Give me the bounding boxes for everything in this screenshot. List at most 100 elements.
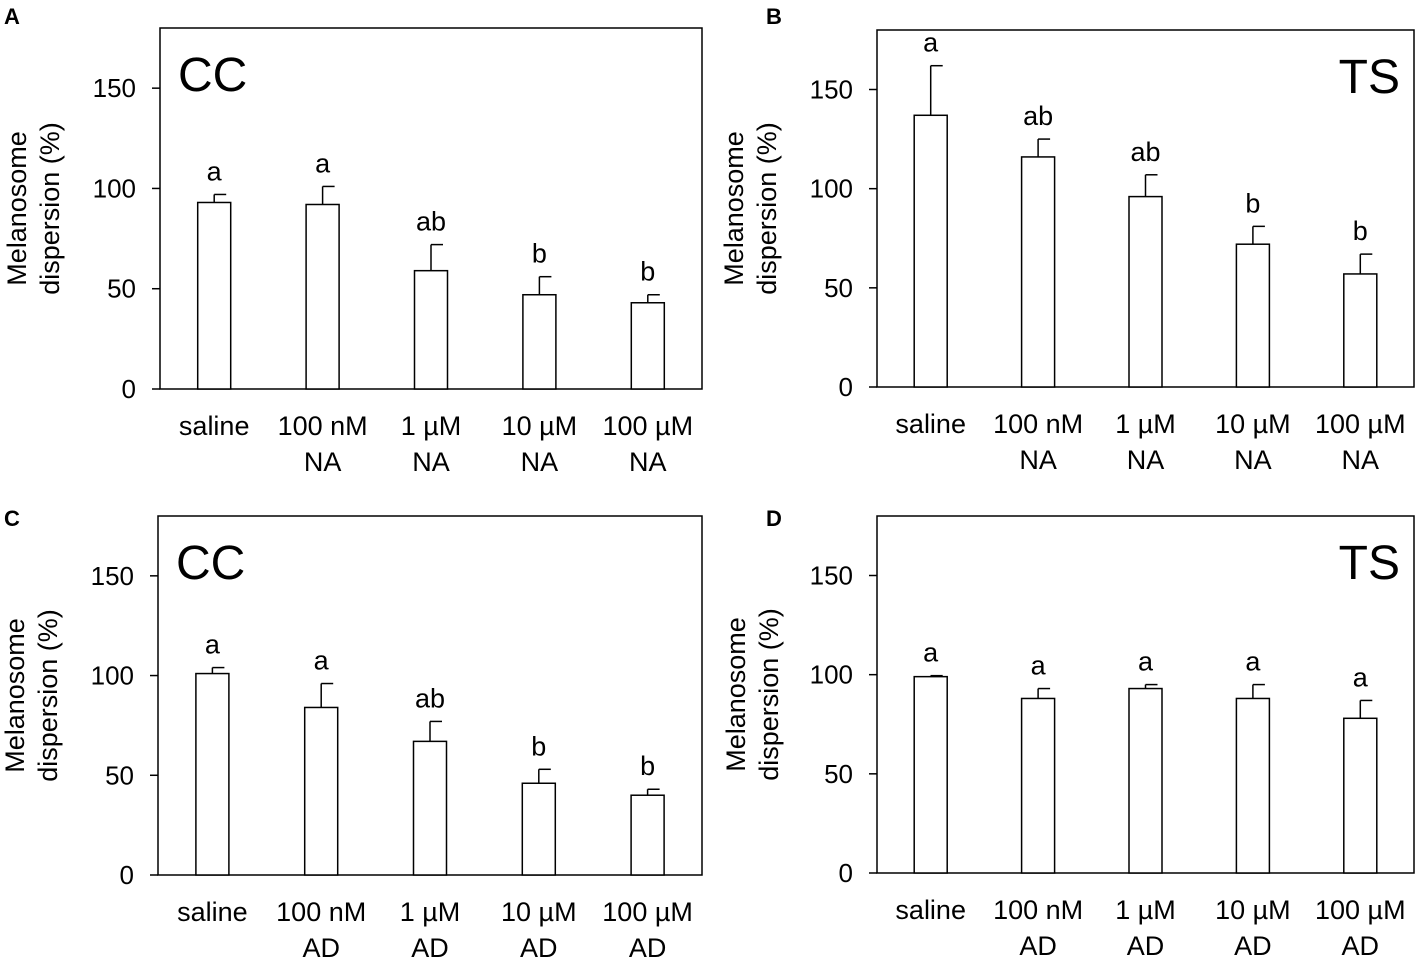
y-tick-label-d-100: 100 — [810, 660, 853, 690]
bar-c-1 — [303, 706, 339, 876]
significance-label-a-4: b — [640, 257, 655, 287]
chart-title-c: CC — [176, 537, 245, 590]
bar-d-1 — [1020, 697, 1056, 874]
x-category-label-b-4-1: NA — [1342, 445, 1380, 475]
x-category-label-b-3-0: 10 µM — [1215, 409, 1291, 439]
x-category-label-c-3-1: AD — [520, 933, 558, 960]
bar-a-1 — [305, 203, 340, 390]
y-axis-title-d: Melanosome dispersion (%) — [721, 608, 784, 781]
y-tick-label-c-100: 100 — [91, 661, 134, 691]
x-category-label-d-4-1: AD — [1342, 931, 1380, 960]
x-category-label-d-0-0: saline — [895, 895, 966, 925]
x-category-label-c-2-1: AD — [411, 933, 449, 960]
y-tick-label-c-150: 150 — [91, 561, 134, 591]
y-tick-label-b-150: 150 — [810, 75, 853, 105]
bar-a-2 — [413, 269, 449, 390]
y-axis-title-line-c-0: Melanosome — [0, 618, 30, 773]
significance-label-d-2: a — [1138, 647, 1154, 677]
bar-a-0 — [196, 201, 232, 390]
x-category-label-c-1-0: 100 nM — [276, 897, 366, 927]
bar-b-0 — [913, 114, 948, 388]
bar-a-4 — [630, 302, 666, 390]
x-category-label-c-2-0: 1 µM — [400, 897, 461, 927]
x-category-label-a-1-0: 100 nM — [278, 411, 368, 441]
x-category-label-a-2-0: 1 µM — [401, 411, 462, 441]
y-tick-label-b-100: 100 — [810, 174, 853, 204]
x-category-label-d-2-0: 1 µM — [1115, 895, 1176, 925]
bar-c-3 — [521, 782, 557, 876]
x-category-label-c-4-1: AD — [629, 933, 667, 960]
x-category-label-a-2-1: NA — [412, 447, 450, 477]
y-axis-title-line-b-1: dispersion (%) — [752, 122, 782, 295]
panel-letter-a: A — [4, 4, 20, 29]
panel-a: A 0 50 100 150 Melanosome dispersion (%) CC a sal… — [2, 4, 703, 477]
y-tick-label-d-150: 150 — [810, 561, 853, 591]
significance-label-b-2: ab — [1130, 137, 1160, 167]
bar-c-2 — [412, 740, 448, 876]
significance-label-c-0: a — [205, 630, 221, 660]
y-axis-title-line-b-0: Melanosome — [719, 131, 749, 286]
x-category-label-b-0-0: saline — [895, 409, 966, 439]
x-category-label-b-3-1: NA — [1234, 445, 1272, 475]
y-axis-title-line-d-1: dispersion (%) — [754, 608, 784, 781]
significance-label-b-4: b — [1353, 216, 1368, 246]
bar-b-1 — [1020, 156, 1056, 388]
significance-label-a-0: a — [207, 156, 223, 186]
x-category-label-c-1-1: AD — [302, 933, 340, 960]
x-category-label-d-1-0: 100 nM — [993, 895, 1083, 925]
x-category-label-b-1-0: 100 nM — [993, 409, 1083, 439]
bar-d-4 — [1343, 717, 1378, 874]
chart-title-a: CC — [178, 49, 247, 102]
significance-label-a-1: a — [315, 148, 331, 178]
x-category-label-a-0-0: saline — [179, 411, 250, 441]
x-category-label-c-4-0: 100 µM — [602, 897, 693, 927]
y-tick-label-d-0: 0 — [839, 858, 853, 888]
x-category-label-b-2-1: NA — [1127, 445, 1165, 475]
y-tick-label-b-50: 50 — [824, 273, 853, 303]
significance-label-d-3: a — [1245, 647, 1261, 677]
significance-label-c-2: ab — [415, 683, 445, 713]
x-category-label-c-0-0: saline — [177, 897, 248, 927]
significance-label-d-4: a — [1353, 662, 1369, 692]
y-axis-title-line-d-0: Melanosome — [721, 617, 751, 772]
y-axis-title-line-a-0: Melanosome — [2, 131, 32, 286]
y-tick-label-b-0: 0 — [839, 372, 853, 402]
chart-title-d: TS — [1339, 537, 1400, 590]
y-tick-label-a-100: 100 — [93, 173, 136, 203]
x-category-label-b-4-0: 100 µM — [1315, 409, 1406, 439]
x-category-label-b-2-0: 1 µM — [1115, 409, 1176, 439]
x-category-label-d-4-0: 100 µM — [1315, 895, 1406, 925]
y-tick-label-a-0: 0 — [122, 374, 136, 404]
y-axis-title-c: Melanosome dispersion (%) — [0, 609, 63, 782]
y-tick-label-a-150: 150 — [93, 73, 136, 103]
significance-label-d-1: a — [1031, 651, 1047, 681]
bar-a-3 — [522, 293, 557, 390]
x-category-label-b-1-1: NA — [1019, 445, 1057, 475]
y-tick-label-a-50: 50 — [107, 274, 136, 304]
significance-label-b-1: ab — [1023, 101, 1053, 131]
significance-label-b-3: b — [1245, 188, 1260, 218]
panel-letter-d: D — [766, 506, 782, 531]
panel-d: D 0 50 100 150 Melanosome dispersion (%) TS a sal… — [721, 506, 1415, 960]
x-category-label-d-2-1: AD — [1127, 931, 1165, 960]
panel-letter-c: C — [4, 506, 20, 531]
x-category-label-a-4-1: NA — [629, 447, 667, 477]
y-tick-label-c-50: 50 — [105, 760, 134, 790]
x-category-label-a-1-1: NA — [304, 447, 342, 477]
y-axis-title-line-c-1: dispersion (%) — [33, 609, 63, 782]
y-tick-label-c-0: 0 — [120, 860, 134, 890]
x-category-label-d-3-1: AD — [1234, 931, 1272, 960]
significance-label-c-1: a — [314, 646, 330, 676]
panel-c: C 0 50 100 150 Melanosome dispersion (%) CC a sal… — [0, 506, 703, 960]
panel-letter-b: B — [766, 4, 782, 29]
significance-label-c-4: b — [640, 751, 655, 781]
significance-label-c-3: b — [531, 731, 546, 761]
bar-b-4 — [1343, 273, 1378, 388]
x-category-label-a-4-0: 100 µM — [602, 411, 693, 441]
bar-d-2 — [1128, 687, 1163, 874]
x-category-label-d-3-0: 10 µM — [1215, 895, 1291, 925]
x-category-label-c-3-0: 10 µM — [501, 897, 577, 927]
chart-title-b: TS — [1339, 51, 1400, 104]
x-category-label-a-3-1: NA — [521, 447, 559, 477]
